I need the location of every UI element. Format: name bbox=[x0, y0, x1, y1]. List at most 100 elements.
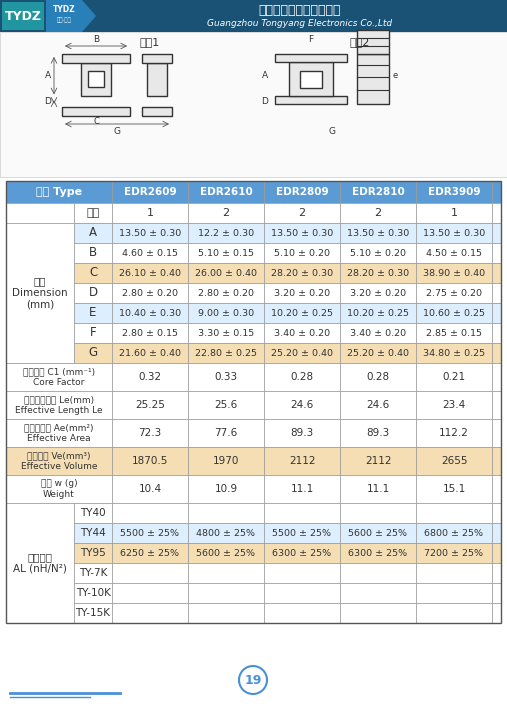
Bar bbox=[188, 323, 264, 343]
Bar bbox=[6, 181, 501, 623]
Text: 重量 w (g)
Weight: 重量 w (g) Weight bbox=[41, 479, 77, 498]
Text: 89.3: 89.3 bbox=[367, 428, 389, 438]
Text: 28.20 ± 0.30: 28.20 ± 0.30 bbox=[271, 269, 333, 278]
Text: 形式: 形式 bbox=[86, 208, 99, 218]
Bar bbox=[416, 563, 492, 583]
Bar bbox=[6, 181, 112, 203]
Bar bbox=[188, 391, 264, 419]
Text: 有效体积 Ve(mm³)
Effective Volume: 有效体积 Ve(mm³) Effective Volume bbox=[21, 451, 97, 471]
Bar bbox=[188, 475, 264, 503]
Bar bbox=[340, 583, 416, 603]
Text: 12.2 ± 0.30: 12.2 ± 0.30 bbox=[198, 228, 254, 238]
Bar bbox=[340, 181, 416, 203]
Text: 28.20 ± 0.30: 28.20 ± 0.30 bbox=[347, 269, 409, 278]
Bar bbox=[416, 181, 492, 203]
Bar bbox=[289, 62, 333, 96]
Bar bbox=[357, 30, 389, 54]
Bar bbox=[112, 583, 188, 603]
Bar bbox=[74, 303, 112, 323]
Bar bbox=[74, 503, 112, 523]
Text: 10.40 ± 0.30: 10.40 ± 0.30 bbox=[119, 308, 181, 317]
Bar bbox=[188, 343, 264, 363]
Text: 10.4: 10.4 bbox=[138, 484, 162, 494]
Text: 0.21: 0.21 bbox=[443, 372, 465, 382]
Bar bbox=[112, 181, 188, 203]
Bar bbox=[416, 283, 492, 303]
Bar bbox=[300, 71, 322, 88]
Bar bbox=[188, 243, 264, 263]
Text: 10.20 ± 0.25: 10.20 ± 0.25 bbox=[271, 308, 333, 317]
Bar bbox=[112, 243, 188, 263]
Bar bbox=[264, 343, 340, 363]
Bar bbox=[62, 107, 130, 116]
Bar bbox=[112, 391, 188, 419]
Bar bbox=[416, 475, 492, 503]
Text: 5600 ± 25%: 5600 ± 25% bbox=[348, 529, 408, 537]
Text: TYDZ: TYDZ bbox=[53, 6, 76, 15]
Bar bbox=[416, 523, 492, 543]
Bar bbox=[74, 583, 112, 603]
Text: 4800 ± 25%: 4800 ± 25% bbox=[197, 529, 256, 537]
Text: 24.6: 24.6 bbox=[291, 400, 314, 410]
Text: EDR2810: EDR2810 bbox=[352, 187, 405, 197]
Text: TY-15K: TY-15K bbox=[76, 608, 111, 618]
Text: 13.50 ± 0.30: 13.50 ± 0.30 bbox=[119, 228, 181, 238]
Bar bbox=[492, 543, 501, 563]
Bar bbox=[188, 543, 264, 563]
Bar bbox=[416, 263, 492, 283]
Bar bbox=[264, 263, 340, 283]
Bar bbox=[264, 475, 340, 503]
Bar bbox=[142, 54, 172, 64]
Bar bbox=[0, 32, 507, 177]
Bar bbox=[112, 263, 188, 283]
Text: 26.00 ± 0.40: 26.00 ± 0.40 bbox=[195, 269, 257, 278]
Text: 有效磁路长度 Le(mm)
Effective Length Le: 有效磁路长度 Le(mm) Effective Length Le bbox=[15, 395, 103, 415]
Bar bbox=[6, 391, 112, 419]
Text: 2.85 ± 0.15: 2.85 ± 0.15 bbox=[426, 329, 482, 337]
Text: 1: 1 bbox=[147, 208, 154, 218]
Bar bbox=[74, 283, 112, 303]
Text: 2: 2 bbox=[299, 208, 306, 218]
Text: 0.28: 0.28 bbox=[291, 372, 313, 382]
Bar bbox=[264, 419, 340, 447]
Bar bbox=[340, 447, 416, 475]
Text: 11.1: 11.1 bbox=[367, 484, 389, 494]
Text: 广州市通洋电子有限公司: 广州市通洋电子有限公司 bbox=[259, 4, 341, 16]
Bar bbox=[74, 263, 112, 283]
Bar bbox=[188, 283, 264, 303]
Text: B: B bbox=[89, 247, 97, 259]
Bar bbox=[6, 447, 112, 475]
Bar bbox=[188, 203, 264, 223]
Text: 2112: 2112 bbox=[289, 456, 315, 466]
Text: 5.10 ± 0.15: 5.10 ± 0.15 bbox=[198, 248, 254, 257]
Text: 13.50 ± 0.30: 13.50 ± 0.30 bbox=[271, 228, 333, 238]
Bar bbox=[340, 243, 416, 263]
Text: 38.90 ± 0.40: 38.90 ± 0.40 bbox=[423, 269, 485, 278]
Text: E: E bbox=[89, 307, 97, 320]
Text: EDR3909: EDR3909 bbox=[428, 187, 480, 197]
Bar bbox=[188, 563, 264, 583]
Bar bbox=[357, 54, 389, 104]
Text: 24.6: 24.6 bbox=[367, 400, 389, 410]
Bar bbox=[74, 223, 112, 243]
Text: 6300 ± 25%: 6300 ± 25% bbox=[348, 549, 408, 558]
Text: 1970: 1970 bbox=[213, 456, 239, 466]
Bar bbox=[340, 503, 416, 523]
Bar bbox=[74, 543, 112, 563]
Bar bbox=[81, 64, 112, 95]
Text: 3.30 ± 0.15: 3.30 ± 0.15 bbox=[198, 329, 254, 337]
Bar bbox=[188, 503, 264, 523]
Bar bbox=[2, 2, 44, 30]
Bar bbox=[416, 343, 492, 363]
Bar bbox=[340, 419, 416, 447]
Bar bbox=[188, 447, 264, 475]
Text: 5600 ± 25%: 5600 ± 25% bbox=[197, 549, 256, 558]
Bar bbox=[188, 363, 264, 391]
Text: A: A bbox=[45, 71, 51, 80]
Bar bbox=[74, 323, 112, 343]
Bar bbox=[74, 523, 112, 543]
Polygon shape bbox=[46, 0, 96, 32]
Text: 112.2: 112.2 bbox=[439, 428, 469, 438]
Bar bbox=[112, 419, 188, 447]
Text: TY40: TY40 bbox=[80, 508, 106, 518]
